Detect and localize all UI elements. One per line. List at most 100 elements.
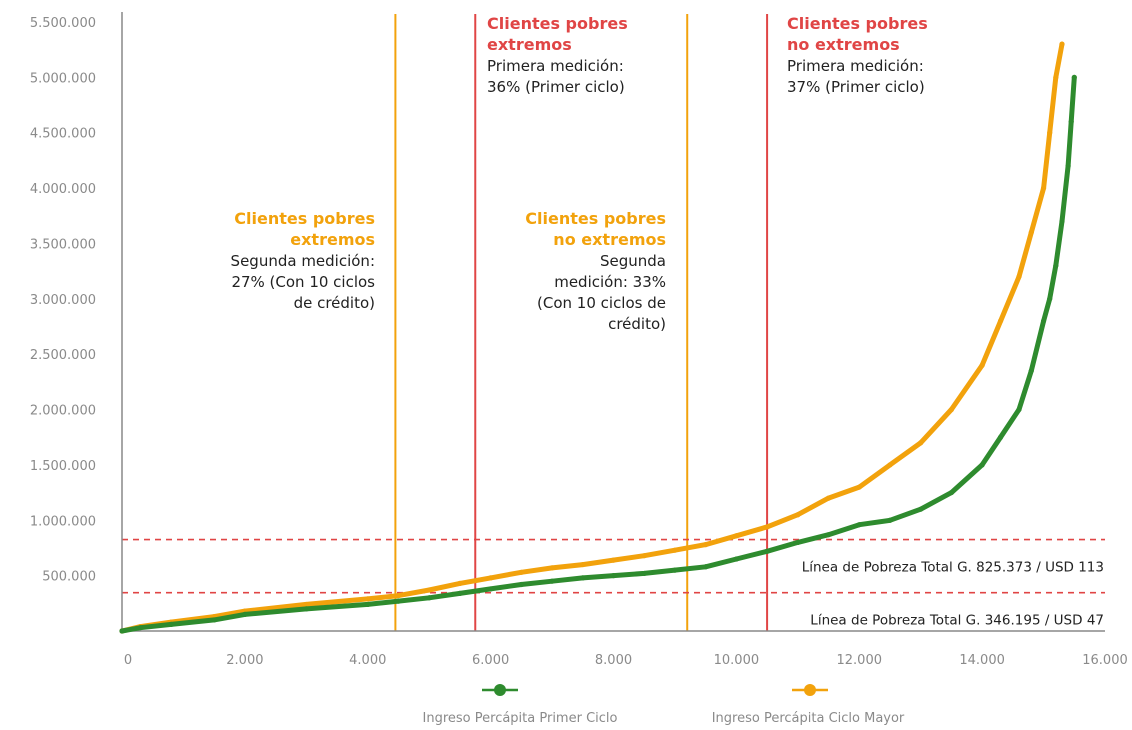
series-1-point xyxy=(979,362,985,368)
annotation-text-orange_left: 27% (Con 10 ciclos xyxy=(231,273,375,291)
series-group xyxy=(119,41,1077,634)
legend: Ingreso Percápita Primer Ciclo Ingreso Pe… xyxy=(423,684,905,726)
series-1-point xyxy=(426,587,432,593)
series-0-point xyxy=(1059,218,1065,224)
y-tick-label: 3.500.000 xyxy=(30,237,96,252)
annotation-text-red_right: Primera medición: xyxy=(787,57,924,75)
y-tick-label: 1.000.000 xyxy=(30,514,96,529)
poverty-line-label-0: Línea de Pobreza Total G. 825.373 / USD … xyxy=(802,560,1104,576)
legend-label-0: Ingreso Percápita Primer Ciclo xyxy=(423,711,618,726)
series-line-1 xyxy=(119,41,1065,634)
x-tick-label: 14.000 xyxy=(959,653,1005,668)
series-0-point xyxy=(365,601,371,608)
y-tick-label: 2.000.000 xyxy=(30,404,96,419)
y-tick-label: 500.000 xyxy=(42,570,96,585)
series-1-point xyxy=(1047,130,1053,136)
series-0-point xyxy=(672,567,678,573)
series-1-point xyxy=(1040,185,1047,191)
series-0-point xyxy=(303,606,309,612)
series-0-point xyxy=(1065,163,1071,169)
series-1-point xyxy=(733,533,739,539)
vertical-threshold-lines xyxy=(394,14,769,631)
series-0-point xyxy=(733,556,739,562)
series-1-point xyxy=(918,440,924,446)
series-1-point xyxy=(518,569,524,575)
series-1-point xyxy=(948,406,955,413)
y-tick-label: 4.000.000 xyxy=(30,182,96,197)
series-0-point xyxy=(948,489,955,496)
series-0-point xyxy=(395,598,402,604)
x-tick-label: 12.000 xyxy=(837,653,883,668)
annotation-title-red_right: Clientes pobres xyxy=(787,14,928,33)
series-1-point xyxy=(1059,41,1065,47)
series-line-0 xyxy=(119,74,1077,634)
annotation-title-orange_left: Clientes pobres xyxy=(234,209,375,228)
series-0-point xyxy=(795,539,801,546)
series-1-point xyxy=(703,542,709,548)
series-0-point xyxy=(918,506,924,512)
legend-marker-1 xyxy=(804,684,816,696)
poverty-line-label-1: Línea de Pobreza Total G. 346.195 / USD … xyxy=(810,613,1104,629)
series-0-point xyxy=(488,586,494,592)
series-0-point xyxy=(825,532,832,538)
annotation-text-red_left: Primera medición: xyxy=(487,57,624,75)
series-1-point xyxy=(457,580,463,586)
series-0-point xyxy=(1040,318,1047,324)
series-1-point xyxy=(672,547,678,553)
series-0-point xyxy=(457,590,463,596)
series-1-point xyxy=(303,601,309,608)
y-tick-label: 1.500.000 xyxy=(30,459,96,474)
series-0-point xyxy=(1053,263,1059,269)
series-0-point xyxy=(610,573,617,579)
annotation-text-orange_right: medición: 33% xyxy=(554,273,666,291)
series-0-point xyxy=(979,462,985,468)
series-1-point xyxy=(764,524,770,530)
series-1-point xyxy=(1028,229,1034,235)
series-0-point xyxy=(168,621,174,627)
annotation-text-orange_right: Segunda xyxy=(600,252,666,270)
annotation-text-orange_right: (Con 10 ciclos de xyxy=(537,294,666,312)
annotation-title-orange_right: no extremos xyxy=(553,230,666,249)
annotation-text-red_right: 37% (Primer ciclo) xyxy=(787,78,925,96)
series-0-point xyxy=(580,575,586,581)
annotation-title-orange_right: Clientes pobres xyxy=(525,209,666,228)
series-0-point xyxy=(703,564,709,570)
y-tick-label: 2.500.000 xyxy=(30,348,96,363)
annotations: Clientes pobres extremos Primera medición:… xyxy=(231,14,928,333)
series-1-point xyxy=(1053,74,1059,80)
series-1-point xyxy=(395,592,402,599)
x-tick-label: 16.000 xyxy=(1082,653,1128,668)
series-0-point xyxy=(549,578,555,584)
series-0-point xyxy=(1071,74,1077,80)
series-1-point xyxy=(887,462,893,468)
series-1-point xyxy=(856,484,862,490)
x-tick-label: 2.000 xyxy=(226,653,263,668)
series-0-point xyxy=(137,625,144,631)
series-0-point xyxy=(1016,406,1022,413)
x-tick-label: 0 xyxy=(124,653,132,668)
y-tick-label: 4.500.000 xyxy=(30,127,96,142)
x-tick-label: 4.000 xyxy=(349,653,386,668)
annotation-text-orange_left: Segunda medición: xyxy=(231,252,375,270)
axes: 500.000 1.000.000 1.500.000 2.000.000 2.500.… xyxy=(30,12,1128,668)
y-tick-label: 5.500.000 xyxy=(30,16,96,31)
series-1-point xyxy=(580,561,586,568)
annotation-text-orange_right: crédito) xyxy=(608,315,666,333)
series-0-point xyxy=(211,617,217,623)
series-0-point xyxy=(242,611,248,617)
series-0-point xyxy=(119,628,125,634)
series-0-point xyxy=(887,517,893,523)
series-0-point xyxy=(641,570,647,577)
x-tick-label: 10.000 xyxy=(714,653,760,668)
series-1-point xyxy=(365,596,371,602)
annotation-title-orange_left: extremos xyxy=(290,230,375,249)
series-0-point xyxy=(856,522,862,528)
series-1-point xyxy=(549,565,555,571)
annotation-text-red_left: 36% (Primer ciclo) xyxy=(487,78,625,96)
annotation-title-red_left: Clientes pobres xyxy=(487,14,628,33)
series-0-point xyxy=(426,595,432,601)
series-0-point xyxy=(518,581,524,588)
y-tick-label: 3.000.000 xyxy=(30,293,96,308)
